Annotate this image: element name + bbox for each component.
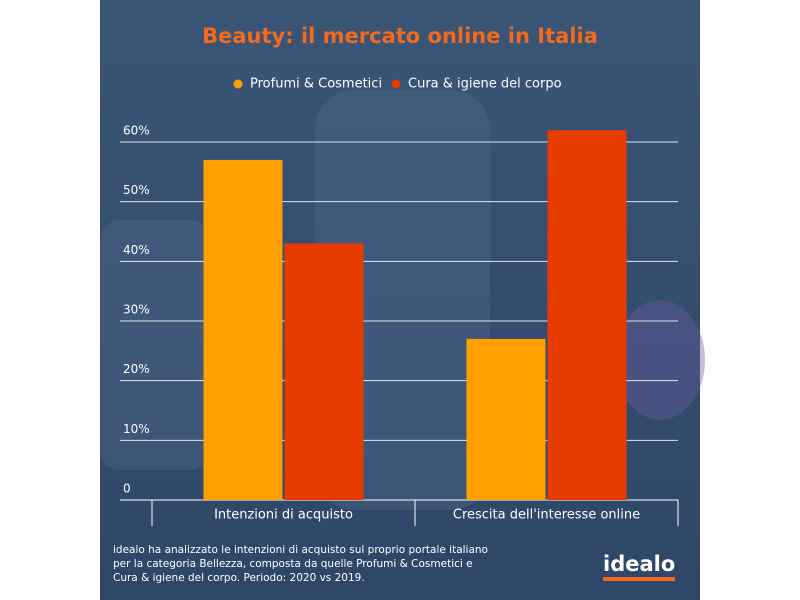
footnote-line: per la categoria Bellezza, composta da q… (113, 558, 473, 570)
towel-shape (100, 220, 210, 470)
x-tick-label: Crescita dell'interesse online (453, 508, 640, 523)
y-tick-label: 20% (123, 362, 150, 376)
bar (284, 243, 364, 500)
chart-title: Beauty: il mercato online in Italia (202, 24, 598, 48)
flower-shape (615, 300, 705, 420)
footnote-line: idealo ha analizzato le intenzioni di ac… (113, 544, 488, 556)
legend-label: Cura & igiene del corpo (408, 77, 562, 92)
y-tick-label: 60% (123, 124, 150, 138)
legend-swatch (233, 79, 243, 89)
footnote: idealo ha analizzato le intenzioni di ac… (113, 544, 488, 584)
bar (547, 130, 627, 501)
footnote-line: Cura & igiene del corpo. Periodo: 2020 v… (113, 572, 365, 584)
plot-area: 0 10% 20% 30% 40% 50% 60% Intenzioni di acquist… (120, 124, 679, 526)
legend-label: Profumi & Cosmetici (250, 77, 382, 92)
bar (203, 159, 283, 500)
y-tick-label: 40% (123, 243, 150, 257)
logo: idealo (603, 552, 675, 576)
y-tick-label: 30% (123, 303, 150, 317)
y-tick-label: 50% (123, 183, 150, 197)
legend-swatch (391, 79, 401, 89)
logo-underline (603, 577, 675, 581)
bar (466, 338, 546, 500)
y-tick-label: 10% (123, 422, 150, 436)
y-tick-label: 0 (123, 482, 131, 496)
x-tick-label: Intenzioni di acquisto (214, 508, 353, 523)
legend: Profumi & Cosmetici Cura & igiene del cor… (233, 77, 562, 92)
